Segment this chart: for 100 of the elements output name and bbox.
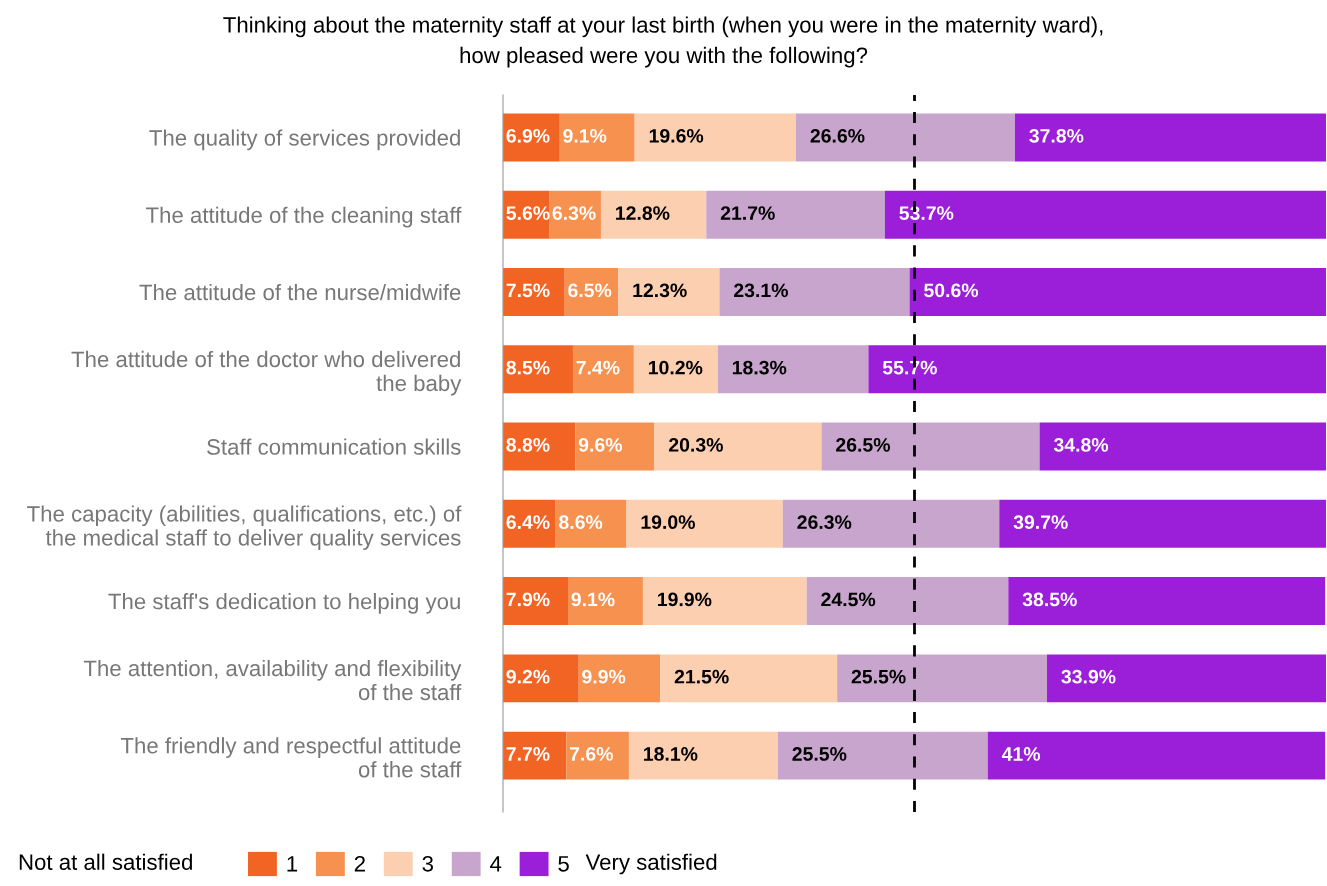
y-tick-label: Staff communication skills	[207, 438, 461, 455]
y-tick-label: The attention, availability and flexibility of the staff	[83, 659, 462, 701]
bar	[503, 577, 569, 626]
y-tick-label: The attitude of the nurse/midwife	[139, 283, 461, 301]
data-label: 6.5%	[568, 283, 612, 298]
data-label: 34.8%	[1053, 438, 1109, 452]
data-label: 18.3%	[732, 360, 787, 375]
data-label: 41%	[1001, 747, 1041, 761]
bar	[503, 268, 565, 316]
data-label: 5.6%	[506, 206, 550, 220]
data-label: 39.7%	[1013, 515, 1068, 530]
data-label: 9.2%	[506, 669, 550, 684]
bar	[503, 654, 579, 703]
data-label: 26.5%	[836, 438, 891, 452]
bar	[806, 577, 1009, 626]
data-label: 18.1%	[644, 747, 698, 761]
bar	[503, 345, 573, 394]
text: Not at all satisfied	[19, 853, 192, 870]
bar	[884, 190, 1326, 239]
data-label: 7.5%	[506, 283, 550, 298]
legend-label: 1	[287, 856, 298, 872]
data-label: 7.7%	[506, 747, 550, 761]
legend-label: 4	[490, 856, 502, 872]
data-label: 21.5%	[674, 669, 729, 684]
bar	[868, 345, 1326, 394]
data-label: 12.8%	[616, 206, 670, 220]
legend-label: 2	[354, 855, 365, 872]
bar	[782, 499, 1000, 548]
data-label: 12.3%	[633, 283, 687, 298]
bar	[1039, 422, 1326, 471]
data-label: 25.5%	[792, 747, 847, 761]
data-label: 38.5%	[1022, 592, 1077, 607]
text: Very satisfied	[585, 853, 717, 875]
bar	[564, 268, 619, 316]
data-label: 50.6%	[924, 283, 979, 298]
bar	[572, 345, 634, 394]
bar	[503, 731, 567, 780]
bar	[719, 268, 910, 316]
data-label: 6.9%	[506, 128, 550, 143]
bar	[600, 190, 707, 239]
bar	[566, 731, 629, 780]
bar	[626, 499, 783, 548]
data-label: 8.6%	[559, 515, 603, 530]
data-label: 6.4%	[506, 515, 550, 530]
bar	[559, 113, 635, 162]
data-label: 33.9%	[1061, 669, 1116, 684]
bar	[777, 731, 988, 780]
y-tick-label: The attitude of the cleaning staff	[145, 206, 462, 228]
data-label: 24.5%	[821, 592, 876, 607]
data-label: 9.6%	[578, 438, 623, 452]
data-label: 19.9%	[658, 592, 712, 607]
data-label: 21.7%	[720, 206, 775, 220]
bar	[549, 190, 601, 239]
bar	[660, 654, 838, 703]
data-label: 8.5%	[506, 360, 550, 375]
y-tick-label: The capacity (abilities, qualifications, etc.) of the medical staff to deliver quality services	[27, 505, 462, 551]
data-label: 20.3%	[669, 438, 723, 452]
data-label: 9.1%	[571, 592, 615, 607]
data-label: 25.5%	[851, 669, 906, 684]
data-label: 19.6%	[649, 128, 704, 143]
data-label: 9.1%	[563, 128, 607, 143]
bar	[706, 190, 885, 239]
bar	[568, 577, 643, 626]
bar	[821, 422, 1040, 471]
data-label: 7.6%	[569, 747, 613, 761]
bar	[642, 577, 807, 626]
bar	[555, 499, 627, 548]
y-tick-label: The friendly and respectful attitude of the staff	[120, 737, 462, 778]
data-label: 26.3%	[797, 515, 852, 530]
data-label: 8.8%	[506, 438, 550, 452]
data-label: 26.6%	[810, 128, 865, 143]
data-label: 7.9%	[506, 592, 550, 607]
bar	[633, 345, 718, 394]
legend-label: 5	[558, 856, 569, 872]
data-label: 37.8%	[1029, 128, 1084, 143]
bar	[837, 654, 1047, 703]
bar	[578, 654, 661, 703]
data-label: 55.7%	[882, 360, 937, 375]
chart-title: Thinking about the maternity staff at your last birth (when you were in the maternity ward), how pleased were you with the following?	[223, 16, 1103, 68]
data-label: 53.7%	[899, 206, 954, 220]
bar	[1008, 577, 1326, 626]
data-label: 23.1%	[734, 283, 788, 298]
y-tick-label: The quality of services provided	[149, 129, 460, 151]
data-label: 7.4%	[576, 360, 620, 375]
bar	[999, 499, 1326, 548]
bar	[1014, 113, 1326, 162]
bar	[575, 422, 655, 471]
bar	[618, 268, 720, 316]
data-label: 19.0%	[641, 515, 695, 530]
bar	[628, 731, 778, 780]
data-label: 6.3%	[552, 206, 596, 220]
data-label: 10.2%	[648, 360, 703, 375]
bar	[634, 113, 796, 162]
bar	[717, 345, 869, 394]
data-label: 9.9%	[582, 669, 626, 684]
bar	[654, 422, 822, 471]
y-tick-label: The staff's dedication to helping you	[108, 593, 460, 614]
y-tick-label: The attitude of the doctor who delivered the baby	[71, 350, 462, 396]
bar	[1047, 654, 1326, 703]
legend-label: 3	[422, 855, 433, 872]
